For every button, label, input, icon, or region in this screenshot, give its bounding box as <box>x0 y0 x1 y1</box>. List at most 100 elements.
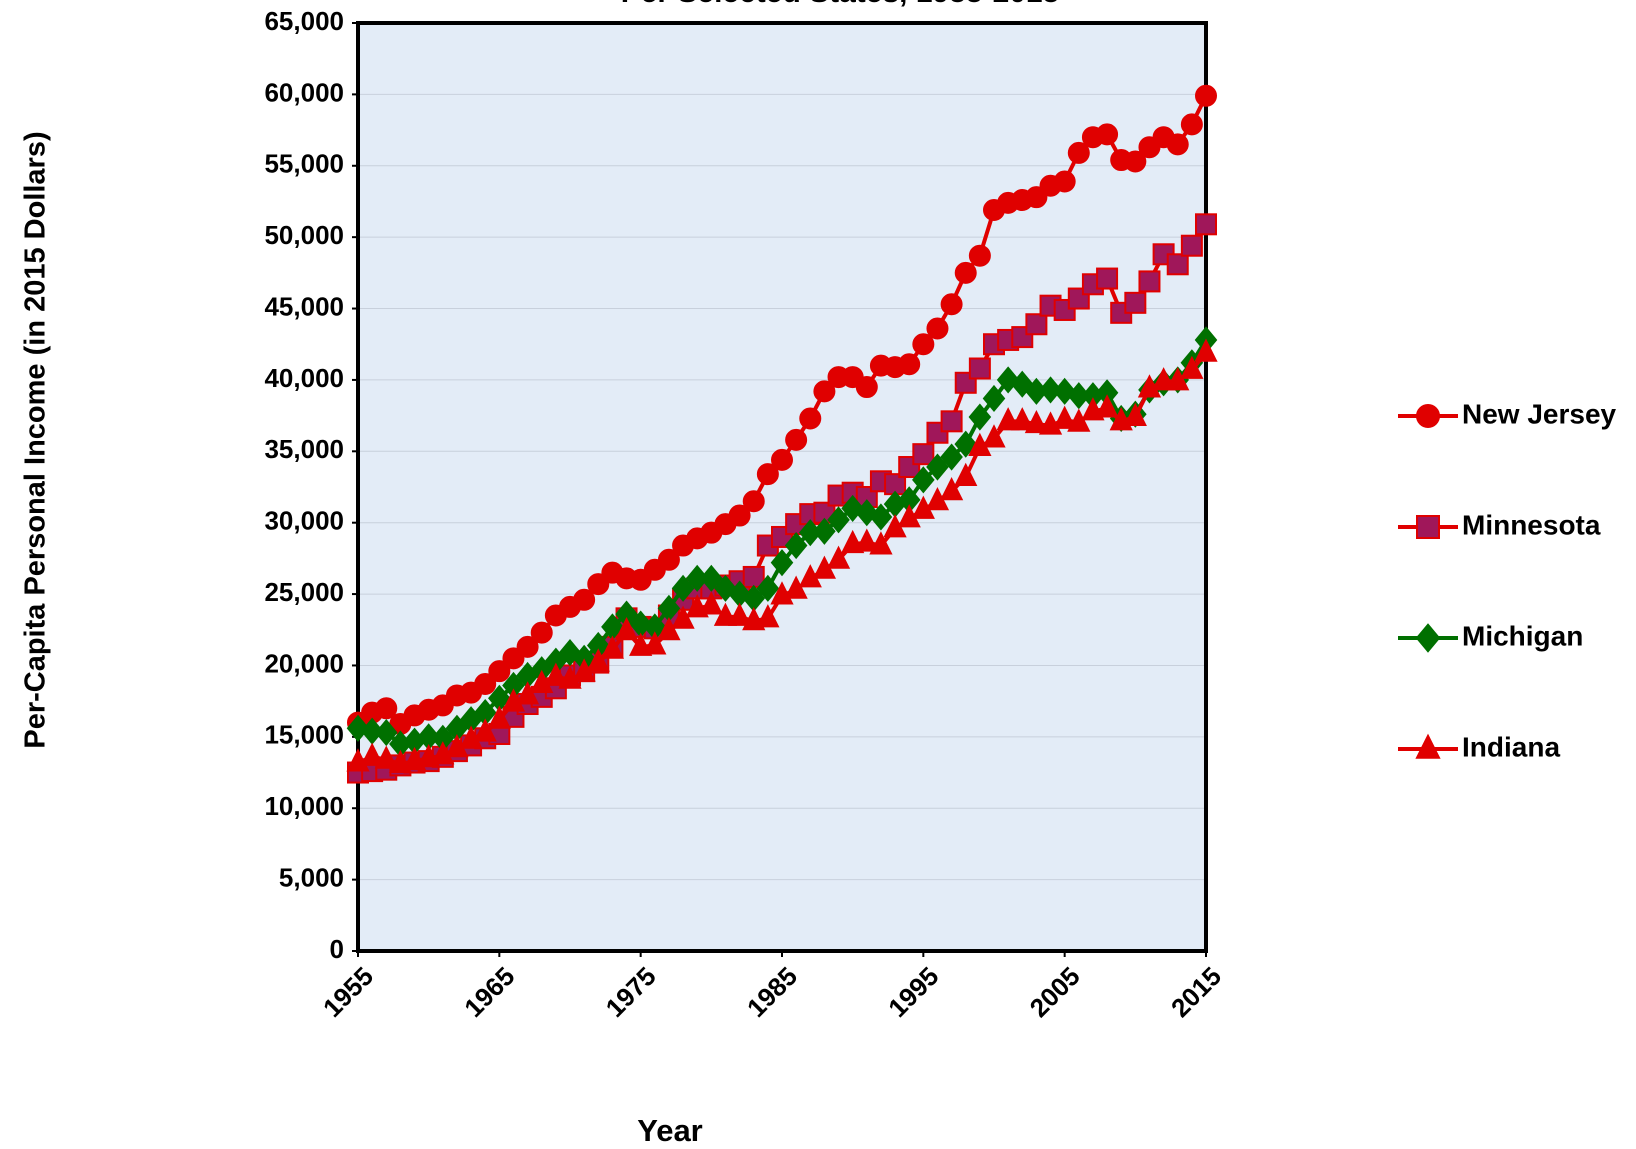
data-point <box>1138 270 1161 293</box>
data-point <box>1039 376 1062 404</box>
data-point <box>1166 133 1189 156</box>
data-point <box>813 380 836 403</box>
data-point <box>1166 253 1189 276</box>
data-point <box>727 602 752 626</box>
data-point <box>926 317 949 340</box>
y-tick-label: 15,000 <box>264 720 344 750</box>
data-point <box>756 604 780 628</box>
data-point <box>515 681 540 705</box>
data-point <box>1180 355 1204 379</box>
data-point <box>473 718 497 742</box>
data-point <box>1025 313 1048 336</box>
y-tick-label: 65,000 <box>264 6 344 36</box>
y-tick-label: 50,000 <box>264 220 344 250</box>
data-point <box>614 616 639 641</box>
y-tick-label: 60,000 <box>264 77 344 107</box>
data-point <box>770 549 794 577</box>
data-point <box>600 635 625 659</box>
x-axis-label: Year <box>637 1113 703 1148</box>
data-point <box>912 443 935 466</box>
x-tick-label: 1995 <box>882 961 944 1023</box>
data-point <box>374 719 398 747</box>
y-tick-label: 20,000 <box>264 648 344 678</box>
data-point <box>1124 291 1147 314</box>
data-point <box>1151 367 1176 391</box>
data-point <box>1166 367 1190 391</box>
data-point <box>982 384 1006 413</box>
x-tick-label: 1965 <box>458 961 520 1023</box>
data-point <box>869 531 893 555</box>
data-point <box>841 494 864 522</box>
data-point <box>1053 405 1077 429</box>
data-point <box>1025 186 1048 209</box>
x-tick-label: 1985 <box>741 961 803 1023</box>
x-tick-label: 1975 <box>600 961 662 1023</box>
y-tick-label: 45,000 <box>264 291 344 321</box>
y-axis-label: Per-Capita Personal Income (in 2015 Doll… <box>20 131 52 748</box>
data-point <box>1010 370 1034 398</box>
plot-frame <box>356 21 1208 953</box>
data-point <box>657 616 681 641</box>
data-point <box>699 591 723 615</box>
data-point <box>1010 407 1034 431</box>
data-point <box>1195 213 1217 236</box>
data-point <box>713 602 738 626</box>
data-point <box>1124 150 1147 173</box>
data-point <box>1180 234 1203 257</box>
data-point <box>855 528 879 552</box>
data-point <box>912 466 935 494</box>
data-point <box>785 428 808 451</box>
data-point <box>940 410 963 433</box>
data-point <box>530 621 553 644</box>
data-point <box>982 424 1006 448</box>
data-point <box>996 407 1020 431</box>
legend-label: New Jersey <box>1462 398 1617 429</box>
data-point <box>700 564 723 592</box>
legend-marker <box>1416 404 1440 428</box>
data-point <box>756 574 780 602</box>
legend-marker <box>1415 733 1441 759</box>
data-point <box>940 293 963 316</box>
y-tick-label: 35,000 <box>264 434 344 464</box>
y-tick-label: 0 <box>330 934 344 964</box>
y-tick-label: 10,000 <box>264 791 344 821</box>
data-point <box>1095 394 1119 418</box>
data-point <box>671 574 695 602</box>
data-point <box>1096 267 1119 290</box>
data-point <box>826 545 851 569</box>
data-point <box>374 745 398 769</box>
data-point <box>940 443 963 471</box>
data-point <box>573 588 596 611</box>
legend-label: Indiana <box>1462 731 1560 762</box>
x-tick-label: 2005 <box>1024 961 1086 1023</box>
data-point <box>516 635 539 658</box>
data-point <box>544 662 568 686</box>
chart-title: Per Selected States, 1955-2015 <box>621 0 1060 9</box>
data-point <box>728 504 751 527</box>
legend-marker <box>1415 623 1441 653</box>
data-point <box>855 376 878 399</box>
y-tick-label: 5,000 <box>279 862 344 892</box>
data-point <box>827 506 850 534</box>
data-point <box>1194 338 1218 362</box>
data-point <box>488 660 511 683</box>
data-point <box>1067 141 1090 164</box>
data-point <box>813 517 836 545</box>
data-point <box>1123 402 1147 427</box>
data-point <box>474 673 497 696</box>
data-point <box>912 333 935 356</box>
data-point <box>968 357 991 380</box>
data-point <box>657 548 680 571</box>
data-point <box>869 503 893 531</box>
data-point <box>968 244 991 267</box>
legend-label: Michigan <box>1462 620 1583 651</box>
y-tick-label: 30,000 <box>264 506 344 536</box>
y-tick-label: 55,000 <box>264 149 344 179</box>
data-point <box>360 742 384 766</box>
data-point <box>954 430 978 458</box>
data-point <box>1195 84 1217 107</box>
data-point <box>799 407 822 430</box>
legend-marker <box>1416 515 1440 539</box>
data-point <box>771 448 793 471</box>
